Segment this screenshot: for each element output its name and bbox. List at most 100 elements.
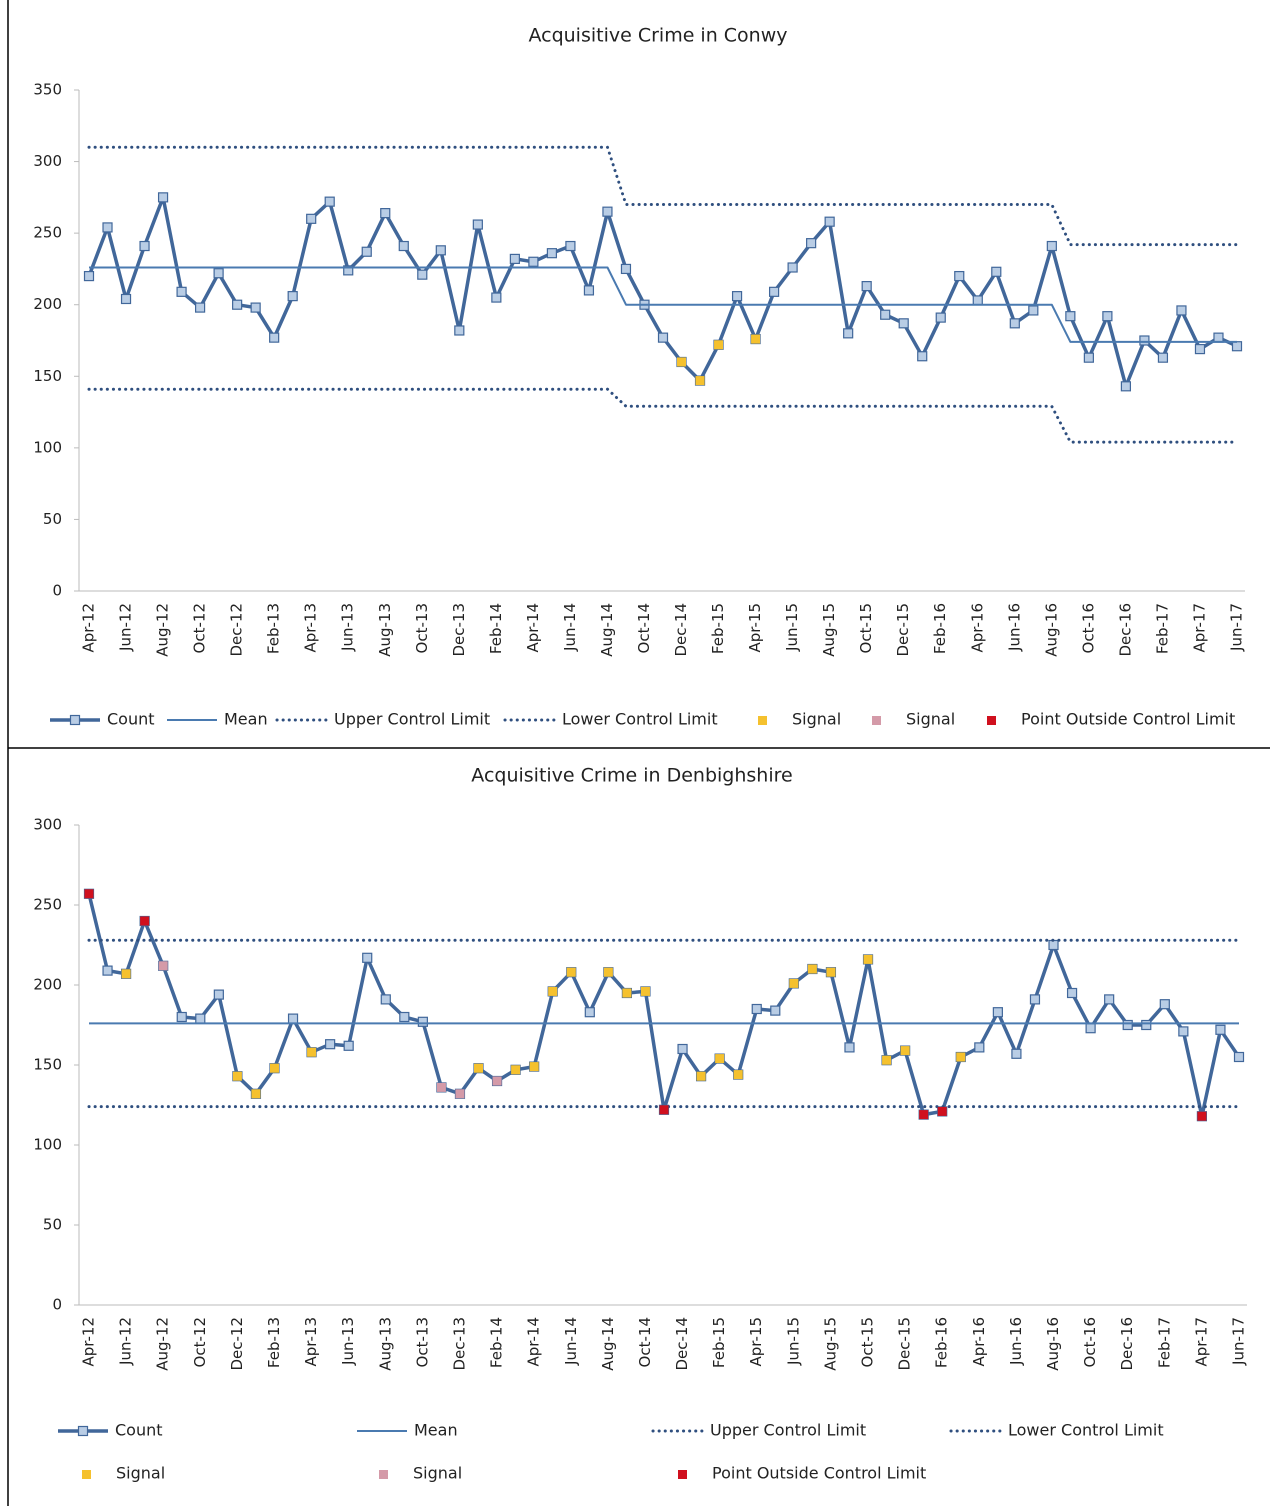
chart-title: Acquisitive Crime in Conwy (528, 25, 787, 47)
point-marker (306, 213, 317, 224)
point-marker (250, 302, 261, 313)
signal-marker (548, 986, 558, 996)
x-tick-label: Aug-13 (376, 1317, 394, 1371)
x-tick-label: Dec-14 (673, 1317, 691, 1371)
signal-marker (956, 1052, 966, 1062)
signal-marker (863, 954, 873, 964)
point-marker (361, 246, 372, 257)
point-marker (417, 1016, 428, 1027)
x-tick-label: Feb-16 (933, 1317, 951, 1368)
signal-marker (789, 978, 799, 988)
y-tick-label: 300 (33, 152, 62, 170)
x-tick-label: Jun-13 (339, 603, 357, 652)
limit-line (87, 387, 1239, 444)
x-tick-label: Apr-15 (747, 1317, 765, 1367)
count-line (87, 893, 1241, 1118)
y-tick-label: 150 (33, 367, 62, 385)
legend-symbol (379, 1470, 388, 1479)
point-marker (1215, 1024, 1226, 1035)
point-marker (213, 268, 224, 279)
point-marker (1122, 1019, 1133, 1031)
signal-marker (882, 1055, 892, 1065)
x-tick-label: Feb-13 (265, 603, 283, 654)
signal-marker (714, 340, 724, 350)
count-line (87, 195, 1238, 389)
y-tick-label: 250 (33, 896, 62, 914)
signal-marker (937, 1106, 947, 1116)
signal-marker (474, 1063, 484, 1073)
point-marker (972, 295, 983, 306)
point-marker (1231, 341, 1243, 352)
point-marker (398, 240, 409, 252)
point-marker (1028, 305, 1039, 316)
point-marker (1159, 999, 1170, 1010)
point-marker (583, 285, 595, 296)
x-tick-label: Dec-15 (894, 603, 912, 657)
point-marker (324, 196, 335, 207)
legend-label: Lower Control Limit (562, 710, 718, 729)
signal-marker (751, 334, 761, 344)
signal-marker (677, 357, 687, 367)
point-marker (213, 989, 224, 1000)
point-marker (380, 994, 391, 1005)
y-tick-label: 50 (43, 1216, 62, 1234)
point-marker (806, 238, 817, 249)
point-marker (102, 965, 113, 976)
signal-marker (140, 916, 150, 926)
x-tick-label: Apr-12 (80, 603, 98, 653)
x-tick-label: Jun-17 (1228, 603, 1246, 652)
signal-marker (659, 1105, 669, 1115)
signal-marker (121, 969, 131, 979)
point-marker (917, 351, 928, 362)
signal-marker (900, 1046, 910, 1056)
point-marker (509, 253, 520, 265)
x-tick-label: Dec-14 (672, 603, 690, 657)
point-marker (880, 309, 891, 320)
point-marker (1102, 311, 1113, 322)
point-marker (528, 256, 539, 267)
x-tick-label: Jun-12 (117, 603, 135, 652)
point-marker (844, 1042, 855, 1053)
signal-marker (84, 889, 94, 899)
point-marker (1011, 1048, 1022, 1059)
x-tick-label: Dec-12 (228, 603, 246, 657)
x-tick-label: Feb-14 (487, 603, 505, 654)
y-tick-label: 200 (33, 976, 62, 994)
x-tick-label: Aug-14 (598, 603, 616, 657)
signal-marker (566, 967, 576, 977)
point-marker (343, 265, 354, 276)
legend-symbol (758, 716, 767, 725)
x-tick-label: Apr-14 (524, 603, 542, 653)
point-marker (102, 222, 113, 233)
x-tick-label: Oct-15 (857, 603, 875, 653)
point-marker (824, 216, 835, 227)
point-marker (1213, 332, 1224, 343)
x-tick-label: Oct-16 (1079, 603, 1097, 653)
point-marker (974, 1042, 985, 1053)
legend-label: Signal (116, 1464, 165, 1483)
chart-title: Acquisitive Crime in Denbighshire (471, 765, 792, 787)
x-tick-label: Apr-16 (968, 603, 986, 653)
signal-marker (733, 1070, 743, 1080)
x-tick-label: Apr-13 (302, 1317, 320, 1367)
x-tick-label: Oct-12 (191, 603, 209, 653)
signal-marker (511, 1065, 521, 1075)
point-marker (1046, 240, 1057, 252)
point-marker (417, 269, 428, 280)
y-tick-label: 250 (33, 224, 62, 242)
point-marker (861, 281, 872, 292)
x-tick-label: Oct-15 (859, 1317, 877, 1367)
point-marker (325, 1039, 336, 1050)
point-marker (1233, 1051, 1245, 1063)
point-marker (83, 270, 95, 282)
point-marker (269, 332, 280, 343)
point-marker (472, 219, 483, 230)
x-tick-label: Oct-16 (1081, 1317, 1099, 1367)
x-tick-label: Aug-16 (1042, 603, 1060, 657)
point-marker (935, 312, 946, 323)
x-tick-label: Feb-13 (265, 1317, 283, 1368)
x-tick-label: Apr-13 (302, 603, 320, 653)
signal-marker (269, 1063, 279, 1073)
x-tick-label: Apr-14 (525, 1317, 543, 1367)
y-tick-label: 100 (33, 1136, 62, 1154)
